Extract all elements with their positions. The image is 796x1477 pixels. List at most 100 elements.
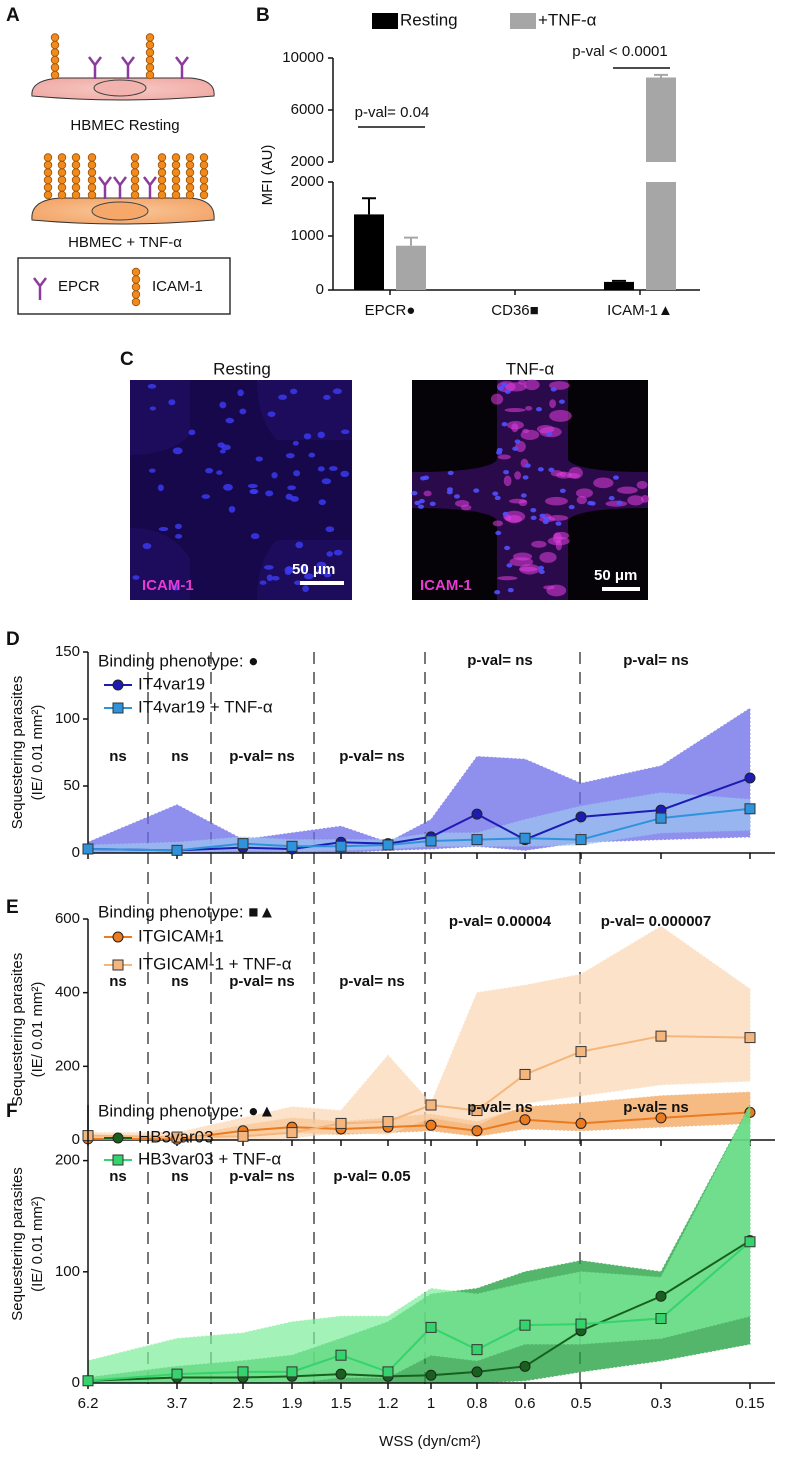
scale-label: 50 μm bbox=[292, 561, 335, 578]
nucleus bbox=[219, 449, 226, 454]
point bbox=[335, 1368, 347, 1380]
stain bbox=[640, 495, 650, 503]
nucleus bbox=[453, 494, 460, 499]
stain bbox=[519, 566, 538, 572]
point bbox=[655, 1313, 667, 1325]
nucleus bbox=[318, 499, 326, 506]
icam-icon bbox=[171, 175, 181, 185]
nucleus bbox=[292, 440, 299, 446]
stain bbox=[511, 423, 519, 433]
epcr-icon bbox=[113, 176, 127, 199]
y-axis-label: Sequestering parasites bbox=[9, 676, 26, 829]
y-tick-label: 0 bbox=[72, 1374, 80, 1391]
point bbox=[382, 1116, 394, 1128]
icam-icon bbox=[199, 160, 209, 170]
point bbox=[471, 834, 483, 846]
nucleus bbox=[174, 534, 183, 539]
nucleus bbox=[538, 569, 545, 575]
icam-icon bbox=[157, 190, 167, 200]
stain-label: ICAM-1 bbox=[142, 577, 194, 594]
icam-icon bbox=[130, 175, 140, 185]
icam-icon bbox=[185, 160, 195, 170]
nucleus bbox=[473, 488, 480, 493]
icam-icon bbox=[171, 190, 181, 200]
nucleus bbox=[259, 580, 267, 585]
annotation: ns bbox=[171, 1168, 189, 1185]
icam-icon bbox=[130, 153, 140, 162]
nucleus bbox=[546, 431, 553, 437]
icam-icon bbox=[87, 175, 97, 185]
stain bbox=[520, 429, 540, 440]
legend-label: HB3var03 bbox=[138, 1127, 214, 1146]
legend-label: HB3var03 + TNF-α bbox=[138, 1149, 281, 1168]
annotation: p-val < 0.0001 bbox=[572, 43, 668, 60]
nucleus bbox=[205, 467, 214, 474]
annotation: p-val= 0.00004 bbox=[449, 913, 552, 930]
stain bbox=[508, 498, 527, 504]
legend-icons bbox=[33, 267, 141, 307]
icam-icon bbox=[157, 175, 167, 185]
x-tick-label: 1 bbox=[427, 1395, 435, 1412]
nucleus bbox=[267, 411, 276, 417]
icam-icon bbox=[131, 267, 141, 277]
icam-icon bbox=[157, 168, 167, 177]
legend-title: Binding phenotype: ● bbox=[98, 651, 259, 670]
icam-icon bbox=[57, 175, 67, 185]
y-tick-label: 10000 bbox=[282, 49, 324, 66]
icam-icon bbox=[50, 63, 60, 72]
stain bbox=[525, 406, 533, 411]
y-tick-label: 0 bbox=[72, 844, 80, 861]
error-bar bbox=[404, 236, 418, 246]
nucleus bbox=[340, 429, 350, 434]
nucleus bbox=[316, 561, 327, 569]
x-tick-label: ICAM-1▲ bbox=[607, 302, 673, 319]
stain bbox=[543, 585, 555, 590]
stain bbox=[531, 540, 547, 548]
nucleus bbox=[147, 383, 157, 389]
annotation: p-val= ns bbox=[339, 973, 404, 990]
nucleus bbox=[506, 563, 513, 568]
icam-icon bbox=[57, 190, 67, 200]
annotation: p-val= ns bbox=[623, 1099, 688, 1116]
nucleus bbox=[142, 542, 152, 550]
point bbox=[286, 1366, 298, 1378]
nucleus bbox=[496, 450, 503, 455]
point bbox=[519, 1360, 531, 1372]
y-axis-label: MFI (AU) bbox=[259, 145, 276, 206]
legend-label: EPCR bbox=[58, 278, 100, 295]
y-tick-label: 50 bbox=[63, 777, 80, 794]
nucleus bbox=[503, 469, 510, 475]
point bbox=[471, 1344, 483, 1356]
icam-icon bbox=[130, 190, 140, 200]
point bbox=[655, 812, 667, 824]
annotation: p-val= ns bbox=[623, 652, 688, 669]
icam-icon bbox=[57, 153, 67, 162]
icam-icon bbox=[43, 168, 53, 177]
cell-label: HBMEC + TNF-α bbox=[68, 234, 182, 251]
point bbox=[655, 1030, 667, 1042]
nucleus bbox=[340, 470, 350, 478]
point bbox=[112, 931, 124, 943]
series-line bbox=[87, 777, 751, 852]
micrograph bbox=[411, 379, 650, 600]
point bbox=[575, 834, 587, 846]
y-axis-label: (IE/ 0.01 mm²) bbox=[29, 982, 46, 1078]
nucleus bbox=[228, 505, 236, 513]
stain bbox=[497, 576, 518, 581]
point bbox=[471, 1105, 483, 1117]
nucleus bbox=[149, 468, 156, 473]
point bbox=[425, 1369, 437, 1381]
y-axis-label: (IE/ 0.01 mm²) bbox=[29, 1196, 46, 1292]
nucleus bbox=[290, 495, 299, 502]
nucleus bbox=[223, 483, 233, 491]
nucleus bbox=[429, 501, 436, 507]
icam-icon bbox=[185, 190, 195, 200]
stain bbox=[523, 379, 540, 391]
nucleus bbox=[568, 504, 575, 510]
nucleus bbox=[293, 470, 301, 477]
point bbox=[286, 1127, 298, 1139]
icam-icon bbox=[130, 168, 140, 177]
point bbox=[575, 1117, 587, 1129]
point bbox=[655, 1290, 667, 1302]
